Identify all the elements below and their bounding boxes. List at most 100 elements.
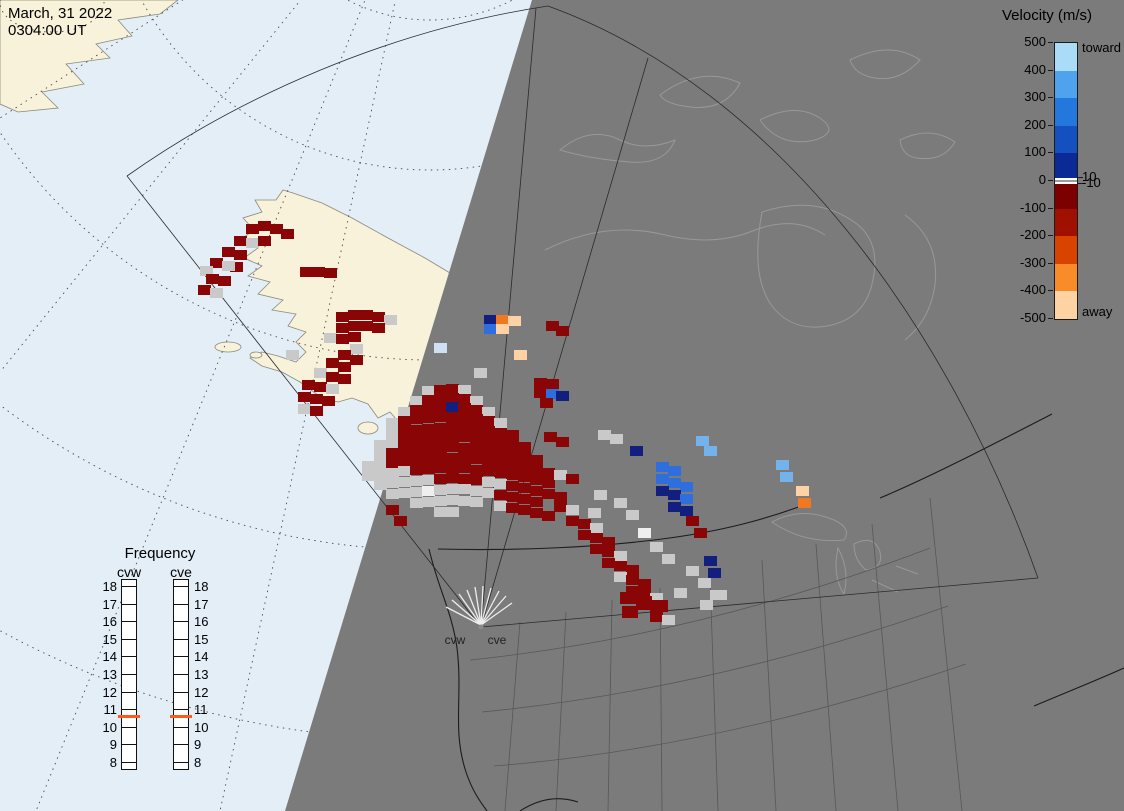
date-text: March, 31 2022 xyxy=(8,5,113,22)
fan-interior-line xyxy=(480,57,649,628)
velocity-cell xyxy=(588,508,601,518)
velocity-cell xyxy=(434,412,447,422)
frequency-scale-number: 16 xyxy=(194,614,209,630)
velocity-cell xyxy=(326,384,339,394)
velocity-cell xyxy=(446,384,459,394)
velocity-cell xyxy=(422,424,435,434)
velocity-cell xyxy=(374,470,387,480)
frequency-tick xyxy=(174,656,188,658)
near-range-fan xyxy=(445,585,513,626)
velocity-cell xyxy=(708,568,721,578)
velocity-cell xyxy=(458,453,471,463)
velocity-cell xyxy=(422,454,435,464)
velocity-cell xyxy=(482,466,495,476)
velocity-cell xyxy=(694,528,707,538)
colorbar-right-label: toward xyxy=(1082,39,1122,55)
velocity-cell xyxy=(650,542,663,552)
frequency-tick xyxy=(122,603,136,605)
velocity-cell xyxy=(386,489,399,499)
frequency-scale-number: 18 xyxy=(194,579,209,594)
velocity-cell xyxy=(534,388,547,398)
timestamp-block: March, 31 2022 0304:00 UT xyxy=(8,5,112,39)
velocity-cell xyxy=(222,261,235,271)
velocity-cell xyxy=(614,561,627,571)
frequency-scale-number: 17 xyxy=(102,596,117,612)
velocity-cell xyxy=(686,566,699,576)
velocity-cell xyxy=(556,391,569,401)
velocity-cell xyxy=(324,268,337,278)
frequency-scale-number: 8 xyxy=(194,755,202,770)
velocity-cell xyxy=(386,458,399,468)
velocity-cell xyxy=(546,379,559,389)
velocity-cell xyxy=(590,544,603,554)
velocity-cell xyxy=(556,326,569,336)
velocity-cell xyxy=(626,510,639,520)
velocity-cell xyxy=(626,575,639,585)
velocity-cell xyxy=(668,478,681,488)
velocity-cell xyxy=(638,589,651,599)
velocity-cell xyxy=(310,394,323,404)
velocity-cell xyxy=(530,497,543,507)
velocity-cell xyxy=(556,437,569,447)
colorbar-tick xyxy=(1048,318,1053,319)
velocity-cell xyxy=(348,321,361,331)
frequency-title: Frequency xyxy=(124,545,196,562)
velocity-cell xyxy=(281,229,294,239)
frequency-scale-number: 17 xyxy=(194,596,209,612)
velocity-cell xyxy=(422,395,435,405)
velocity-cell xyxy=(410,396,423,406)
velocity-cell xyxy=(714,590,727,600)
velocity-cell xyxy=(458,474,471,484)
velocity-cell xyxy=(482,426,495,436)
colorbar-tick xyxy=(1048,207,1053,209)
velocity-cell xyxy=(796,486,809,496)
velocity-cell xyxy=(422,486,435,496)
velocity-cell xyxy=(302,380,315,390)
velocity-cell xyxy=(310,406,323,416)
velocity-cell xyxy=(434,463,447,473)
velocity-cell xyxy=(530,455,543,465)
velocity-cell xyxy=(590,533,603,543)
velocity-cell xyxy=(506,481,519,491)
velocity-cell xyxy=(668,490,681,500)
velocity-cell xyxy=(494,468,507,478)
velocity-cell xyxy=(374,460,387,470)
velocity-cell xyxy=(656,474,669,484)
frequency-scale-number: 14 xyxy=(194,649,209,665)
velocity-cell xyxy=(434,453,447,463)
velocity-cell xyxy=(348,332,361,342)
velocity-cell xyxy=(434,423,447,433)
velocity-cell xyxy=(566,516,579,526)
velocity-cell xyxy=(394,516,407,526)
frequency-marker-cve xyxy=(170,714,192,718)
velocity-cell xyxy=(482,446,495,456)
velocity-cell xyxy=(530,486,543,496)
velocity-cell xyxy=(506,450,519,460)
colorbar-tick-label: -200 xyxy=(1019,227,1046,243)
frequency-column-label: cvw xyxy=(116,564,142,580)
velocity-cell xyxy=(422,444,435,454)
velocity-cell xyxy=(494,458,507,468)
frequency-scale-number: 9 xyxy=(194,737,202,753)
colorbar-segment xyxy=(1055,153,1077,179)
velocity-cell xyxy=(484,315,497,325)
velocity-cell xyxy=(482,488,495,498)
frequency-scale-number: 8 xyxy=(109,755,117,770)
velocity-cell xyxy=(496,324,509,334)
velocity-cell xyxy=(554,502,567,512)
frequency-scale-number: 10 xyxy=(102,719,117,735)
velocity-cell xyxy=(422,413,435,423)
colorbar-right-label: -10 xyxy=(1082,174,1101,190)
velocity-cell xyxy=(668,466,681,476)
velocity-cell xyxy=(696,436,709,446)
velocity-cell xyxy=(482,456,495,466)
velocity-cell xyxy=(484,324,497,334)
velocity-cell xyxy=(458,432,471,442)
velocity-cell xyxy=(530,475,543,485)
velocity-cell xyxy=(410,487,423,497)
colorbar-tick xyxy=(1048,180,1053,181)
chukotka-landmass xyxy=(0,0,179,113)
velocity-cell xyxy=(540,398,553,408)
